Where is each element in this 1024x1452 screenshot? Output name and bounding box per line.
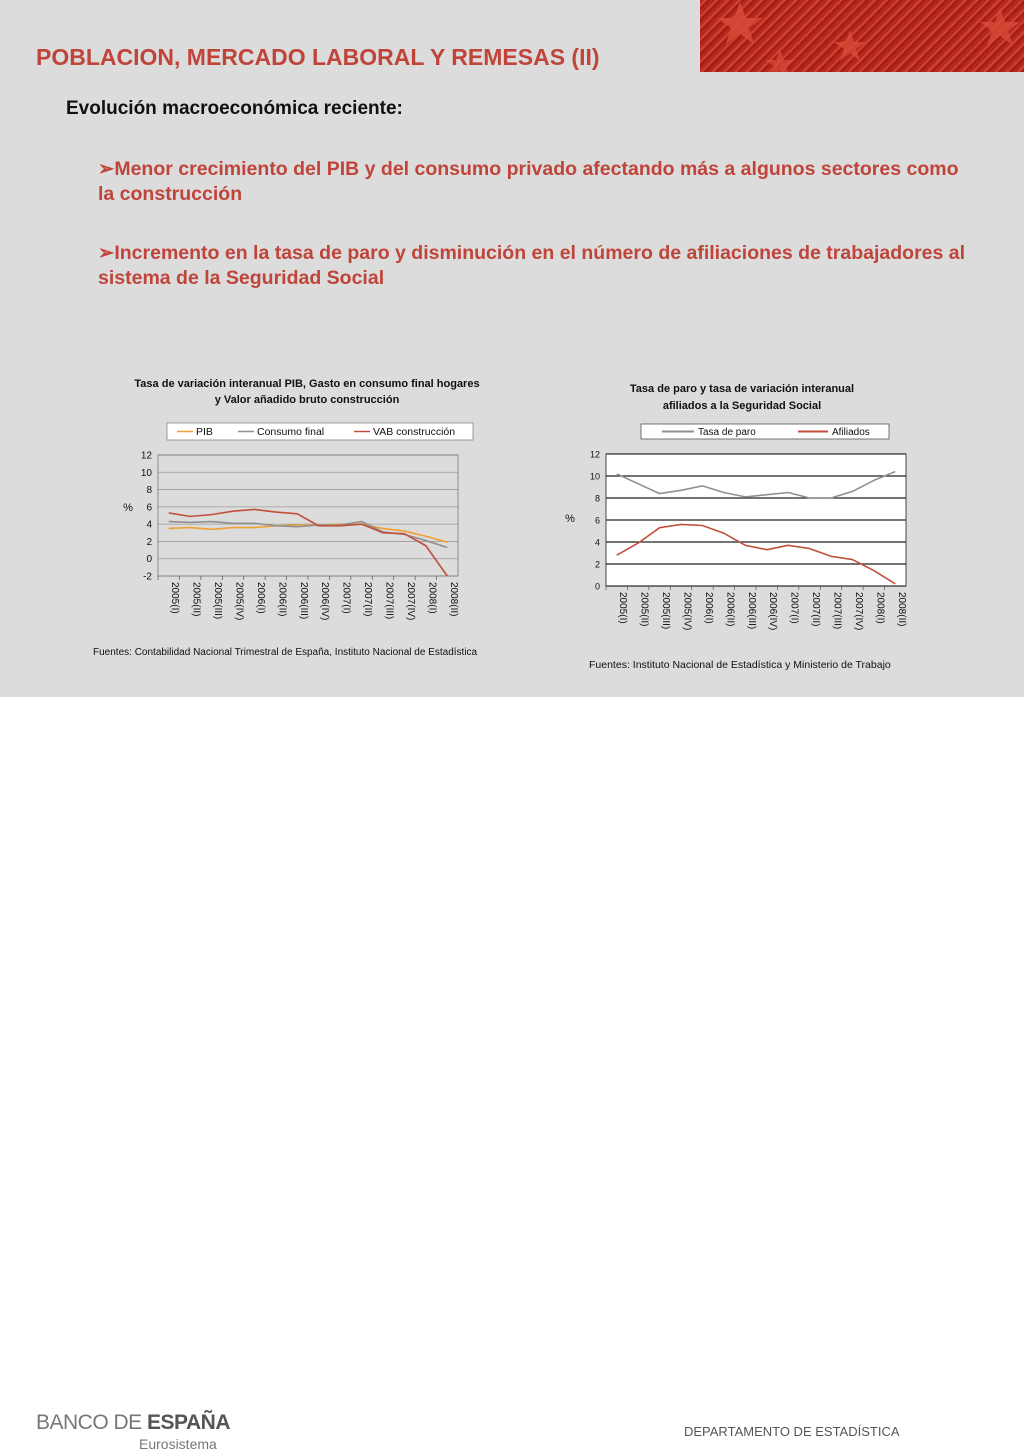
x-tick-label: 2006(I) <box>255 582 266 614</box>
y-axis-label: % <box>123 502 133 514</box>
legend-item: Afiliados <box>798 427 870 438</box>
y-tick-label: 6 <box>146 502 152 513</box>
bullet-item: ➢Incremento en la tasa de paro y disminu… <box>98 241 978 291</box>
x-tick-label: 2008(II) <box>448 582 459 616</box>
x-tick-label: 2005(III) <box>212 582 223 619</box>
slide: POBLACION, MERCADO LABORAL Y REMESAS (II… <box>0 0 1024 697</box>
page-title: POBLACION, MERCADO LABORAL Y REMESAS (II… <box>36 44 600 70</box>
chart-legend <box>166 422 474 441</box>
y-tick-label: 2 <box>595 560 600 570</box>
legend-label: VAB construcción <box>373 426 455 438</box>
x-tick-label: 2006(I) <box>703 592 714 624</box>
x-tick-label: 2006(III) <box>298 582 309 619</box>
chart-title-line: Tasa de variación interanual PIB, Gasto … <box>134 378 479 390</box>
chart-title-line: Tasa de paro y tasa de variación interan… <box>630 383 854 395</box>
series-line <box>616 470 896 499</box>
unemployment-affiliation-chart: Tasa de paro y tasa de variación interan… <box>565 383 907 631</box>
x-tick-label: 2007(III) <box>384 582 395 619</box>
plot-area: 12 10 8 6 4 2 0 -2 2005(I) 2005(II) 2005(III) 2005(… <box>141 451 459 621</box>
series-line <box>168 508 448 577</box>
x-tick-label: 2007(IV) <box>853 592 864 630</box>
y-tick-label: 4 <box>595 538 600 548</box>
x-tick-label: 2007(I) <box>341 582 352 614</box>
y-tick-label: 2 <box>146 537 152 548</box>
y-tick-label: 8 <box>595 494 600 504</box>
chart-source-note: Fuentes: Contabilidad Nacional Trimestra… <box>93 647 478 658</box>
star-pattern-icon <box>717 2 1020 72</box>
y-axis-label: % <box>565 513 575 525</box>
y-tick-label: 0 <box>146 554 152 565</box>
x-tick-label: 2007(I) <box>789 592 800 624</box>
arrow-bullet-icon: ➢ <box>98 158 115 180</box>
x-tick-label: 2007(II) <box>362 582 373 616</box>
bullet-item: ➢Menor crecimiento del PIB y del consumo… <box>98 157 978 207</box>
x-tick-label: 2005(IV) <box>234 582 245 620</box>
y-tick-label: 12 <box>141 451 153 462</box>
logo-text-bold: ESPAÑA <box>147 1411 230 1434</box>
header-banner-image <box>700 0 1024 72</box>
department-label: DEPARTAMENTO DE ESTADÍSTICA <box>684 1424 900 1439</box>
x-tick-label: 2005(IV) <box>682 592 693 630</box>
y-tick-label: -2 <box>143 572 152 583</box>
y-tick-label: 4 <box>146 520 152 531</box>
x-tick-label: 2007(IV) <box>405 582 416 620</box>
chart-legend <box>640 423 890 440</box>
x-tick-label: 2005(III) <box>660 592 671 629</box>
x-tick-label: 2006(II) <box>276 582 287 616</box>
x-tick-label: 2007(III) <box>832 592 843 629</box>
section-subtitle: Evolución macroeconómica reciente: <box>66 98 403 119</box>
logo-subtitle: Eurosistema <box>139 1436 217 1452</box>
x-tick-label: 2005(I) <box>617 592 628 624</box>
series-line <box>168 523 448 544</box>
legend-label: Afiliados <box>832 427 870 438</box>
legend-item: Consumo final <box>238 426 324 438</box>
bullet-text: Menor crecimiento del PIB y del consumo … <box>98 158 959 205</box>
x-tick-label: 2005(II) <box>191 582 202 616</box>
x-tick-label: 2008(II) <box>896 592 907 626</box>
legend-label: Consumo final <box>257 426 324 438</box>
legend-item: PIB <box>177 426 213 438</box>
logo-text-light: BANCO DE <box>36 1411 148 1434</box>
x-tick-label: 2005(II) <box>639 592 650 626</box>
chart-title-line: afiliados a la Seguridad Social <box>663 400 821 412</box>
y-tick-label: 10 <box>141 468 153 479</box>
chart-title-line: y Valor añadido bruto construcción <box>215 394 400 406</box>
x-tick-label: 2006(IV) <box>319 582 330 620</box>
x-tick-label: 2008(I) <box>874 592 885 624</box>
y-tick-label: 8 <box>146 485 152 496</box>
x-tick-label: 2006(III) <box>746 592 757 629</box>
x-tick-label: 2007(II) <box>810 592 821 626</box>
legend-item: Tasa de paro <box>662 427 756 438</box>
banco-de-espana-logo: BANCO DE ESPAÑA <box>36 1411 230 1435</box>
x-tick-label: 2006(IV) <box>767 592 778 630</box>
legend-label: Tasa de paro <box>698 427 756 438</box>
x-tick-label: 2005(I) <box>169 582 180 614</box>
series-line <box>616 523 896 585</box>
y-tick-label: 0 <box>595 582 600 592</box>
footer: BANCO DE ESPAÑA Eurosistema DEPARTAMENTO… <box>0 697 1024 1452</box>
bullet-text: Incremento en la tasa de paro y disminuc… <box>98 242 966 289</box>
y-tick-label: 6 <box>595 516 600 526</box>
y-tick-label: 10 <box>590 472 600 482</box>
legend-label: PIB <box>196 426 213 438</box>
legend-item: VAB construcción <box>354 426 455 438</box>
gdp-consumption-chart: Tasa de variación interanual PIB, Gasto … <box>123 378 479 621</box>
x-tick-label: 2006(II) <box>724 592 735 626</box>
x-tick-label: 2008(I) <box>426 582 437 614</box>
y-tick-label: 12 <box>590 450 600 460</box>
chart-source-note: Fuentes: Instituto Nacional de Estadísti… <box>589 659 891 671</box>
arrow-bullet-icon: ➢ <box>98 242 115 264</box>
plot-area: 12 10 8 6 4 2 0 2005(I) 2005(II) 2005(III) 2005(IV… <box>590 450 907 631</box>
